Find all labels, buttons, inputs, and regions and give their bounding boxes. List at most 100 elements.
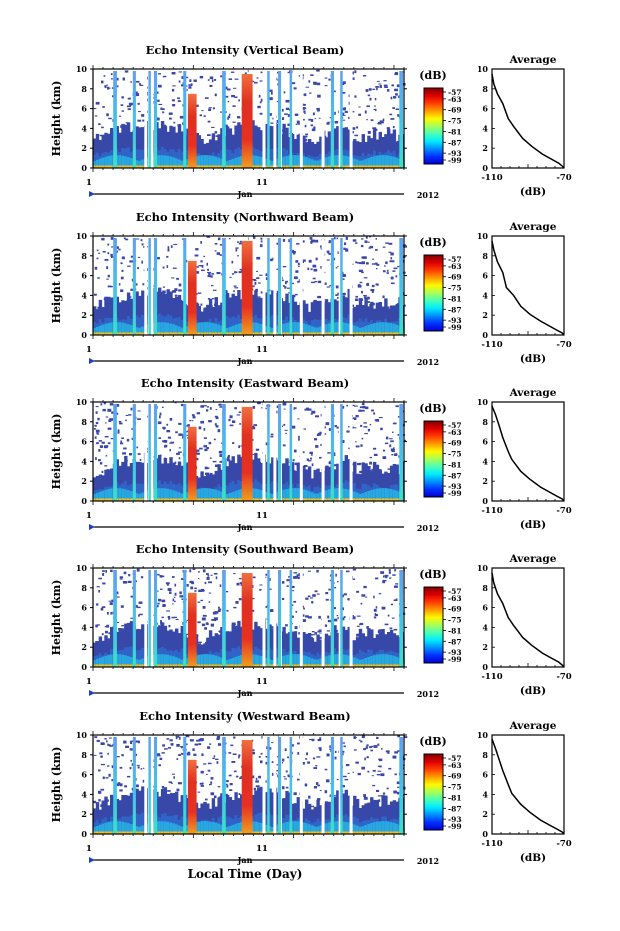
profile-y-tick-label: 10	[477, 64, 489, 74]
colorbar-tick-label: -57	[448, 587, 462, 596]
colorbar-tick-label: -69	[448, 605, 462, 614]
profile-frame	[491, 734, 565, 835]
profile-frame	[491, 567, 565, 668]
month-marker-icon	[89, 857, 95, 863]
profile-y-tick-label: 8	[482, 84, 488, 94]
profile-title: Average	[509, 221, 557, 233]
profile-line	[491, 405, 565, 502]
plot-frame	[92, 235, 405, 336]
profile-x-tick-label: -110	[481, 340, 502, 350]
y-tick-label: 10	[76, 64, 88, 74]
profile-x-tick-label: -70	[556, 839, 571, 849]
profile-y-tick-label: 4	[482, 789, 488, 799]
colorbar-tick-label: -81	[448, 460, 462, 469]
month-label: Jan	[237, 522, 253, 532]
profile-y-tick-label: 2	[482, 143, 488, 153]
panel-title: Echo Intensity (Eastward Beam)	[141, 376, 349, 390]
y-tick-label: 10	[76, 730, 88, 740]
panel-title: Echo Intensity (Westward Beam)	[139, 709, 350, 723]
colorbar-tick-label: -75	[448, 450, 462, 459]
colorbar-tick-label: -87	[448, 305, 462, 314]
y-tick-label: 10	[76, 231, 88, 241]
y-tick-label: 2	[81, 642, 87, 652]
y-tick-label: 2	[81, 809, 87, 819]
colorbar-tick-label: -87	[448, 471, 462, 480]
x-tick-label: 11	[256, 178, 268, 188]
colorbar	[423, 586, 444, 664]
colorbar-tick-label: -87	[448, 804, 462, 813]
profile-y-tick-label: 8	[482, 583, 488, 593]
y-tick-label: 4	[81, 123, 87, 133]
y-tick-label: 6	[81, 603, 87, 613]
y-axis-label: Height (km)	[50, 414, 63, 490]
month-label: Jan	[237, 189, 253, 199]
profile-line	[491, 73, 565, 169]
profile-x-tick-label: -110	[481, 506, 502, 516]
profile-y-tick-label: 8	[482, 251, 488, 261]
panel-title: Echo Intensity (Southward Beam)	[136, 542, 354, 556]
profile-x-label: (dB)	[520, 353, 546, 365]
colorbar-tick-label: -63	[448, 761, 462, 770]
y-tick-label: 0	[81, 662, 87, 672]
colorbar-tick-label: -57	[448, 421, 462, 430]
profile-y-tick-label: 10	[477, 730, 489, 740]
profile-x-tick-label: -70	[556, 672, 571, 682]
profile-y-tick-label: 4	[482, 456, 488, 466]
profile-y-tick-label: 6	[482, 437, 488, 447]
y-axis-label: Height (km)	[50, 580, 63, 656]
profile-y-tick-label: 2	[482, 310, 488, 320]
year-label: 2012	[417, 689, 439, 699]
profile-frame	[491, 235, 565, 336]
profile-x-label: (dB)	[520, 519, 546, 531]
y-tick-label: 6	[81, 770, 87, 780]
colorbar-tick-label: -75	[448, 616, 462, 625]
profile-y-tick-label: 8	[482, 750, 488, 760]
echo-heatmap	[93, 568, 406, 668]
colorbar-tick-label: -99	[448, 323, 462, 332]
y-tick-label: 10	[76, 563, 88, 573]
colorbar-tick-label: -93	[448, 316, 462, 325]
colorbar-tick-label: -57	[448, 255, 462, 264]
profile-line	[491, 572, 565, 668]
month-marker-icon	[89, 191, 95, 197]
colorbar-tick-label: -63	[448, 428, 462, 437]
y-tick-label: 0	[81, 496, 87, 506]
y-axis-label: Height (km)	[50, 747, 63, 823]
colorbar-tick-label: -87	[448, 138, 462, 147]
colorbar-tick-label: -81	[448, 793, 462, 802]
profile-y-tick-label: 6	[482, 603, 488, 613]
x-tick-label: 1	[86, 345, 92, 355]
echo-heatmap	[93, 402, 406, 502]
y-tick-label: 4	[81, 622, 87, 632]
profile-x-label: (dB)	[520, 685, 546, 697]
colorbar-unit: (dB)	[419, 568, 446, 581]
colorbar-tick-label: -69	[448, 273, 462, 282]
x-tick-label: 1	[86, 844, 92, 854]
profile-x-tick-label: -70	[556, 506, 571, 516]
colorbar-tick-label: -93	[448, 648, 462, 657]
y-tick-label: 8	[81, 251, 87, 261]
profile-x-tick-label: -110	[481, 839, 502, 849]
y-tick-label: 6	[81, 104, 87, 114]
colorbar-tick-label: -93	[448, 815, 462, 824]
x-tick-label: 11	[256, 677, 268, 687]
x-tick-label: 11	[256, 844, 268, 854]
month-label: Jan	[237, 688, 253, 698]
colorbar-unit: (dB)	[419, 69, 446, 82]
plot-frame	[92, 734, 405, 835]
profile-y-tick-label: 0	[482, 163, 488, 173]
profile-y-tick-label: 0	[482, 662, 488, 672]
colorbar-tick-label: -81	[448, 294, 462, 303]
y-tick-label: 8	[81, 583, 87, 593]
profile-y-tick-label: 2	[482, 809, 488, 819]
x-tick-label: 11	[256, 345, 268, 355]
y-tick-label: 8	[81, 750, 87, 760]
month-label: Jan	[237, 356, 253, 366]
echo-heatmap	[93, 735, 408, 835]
colorbar	[423, 753, 444, 831]
x-tick-label: 11	[256, 511, 268, 521]
colorbar-tick-label: -75	[448, 117, 462, 126]
y-tick-label: 8	[81, 84, 87, 94]
y-tick-label: 8	[81, 417, 87, 427]
